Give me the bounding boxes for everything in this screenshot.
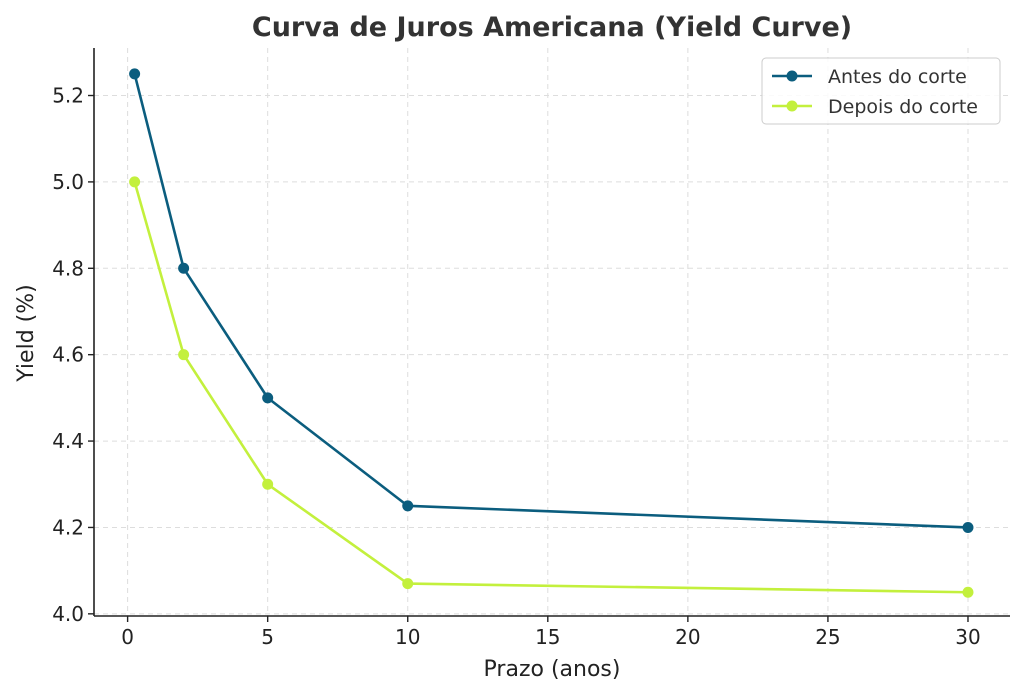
x-tick-label: 15 [535, 625, 560, 649]
x-tick-label: 5 [261, 625, 274, 649]
y-tick-label: 4.8 [52, 256, 84, 280]
grid-layer [94, 48, 1010, 616]
axes-layer: 0 5 10 15 20 25 30 4.0 4.2 4.4 4.6 4.8 5.0 5.2 [52, 48, 1010, 649]
x-tick-label: 25 [815, 625, 840, 649]
legend-label: Depois do corte [828, 96, 978, 118]
y-tick-label: 5.2 [52, 84, 84, 108]
data-point [178, 262, 190, 274]
data-point [402, 578, 414, 590]
data-point [178, 349, 190, 361]
y-tick-label: 4.6 [52, 343, 84, 367]
x-tick-label: 0 [121, 625, 134, 649]
x-tick-label: 20 [675, 625, 700, 649]
series-line [133, 73, 969, 529]
y-tick-label: 5.0 [52, 170, 84, 194]
y-axis-label: Yield (%) [14, 284, 39, 382]
y-tick-label: 4.4 [52, 429, 84, 453]
data-point [962, 586, 974, 598]
x-axis-label: Prazo (anos) [484, 657, 621, 682]
legend-item: Depois do corte [772, 96, 978, 118]
series-1 [129, 68, 974, 533]
series-2 [129, 176, 974, 598]
data-point [129, 68, 141, 80]
x-tick-label: 10 [395, 625, 420, 649]
x-tick-label: 30 [955, 625, 980, 649]
legend-swatch-marker [786, 100, 798, 112]
data-point [962, 521, 974, 533]
data-point [262, 392, 274, 404]
legend: Antes do corte Depois do corte [761, 57, 1001, 125]
series-layer [129, 68, 974, 598]
data-point [402, 500, 414, 512]
chart-title: Curva de Juros Americana (Yield Curve) [252, 12, 852, 43]
legend-frame [761, 57, 1001, 125]
legend-swatch-marker [786, 70, 798, 82]
data-point [129, 176, 141, 188]
data-point [262, 478, 274, 490]
legend-label: Antes do corte [828, 66, 967, 88]
y-tick-label: 4.2 [52, 515, 84, 539]
legend-item: Antes do corte [772, 66, 967, 88]
y-tick-label: 4.0 [52, 602, 84, 626]
